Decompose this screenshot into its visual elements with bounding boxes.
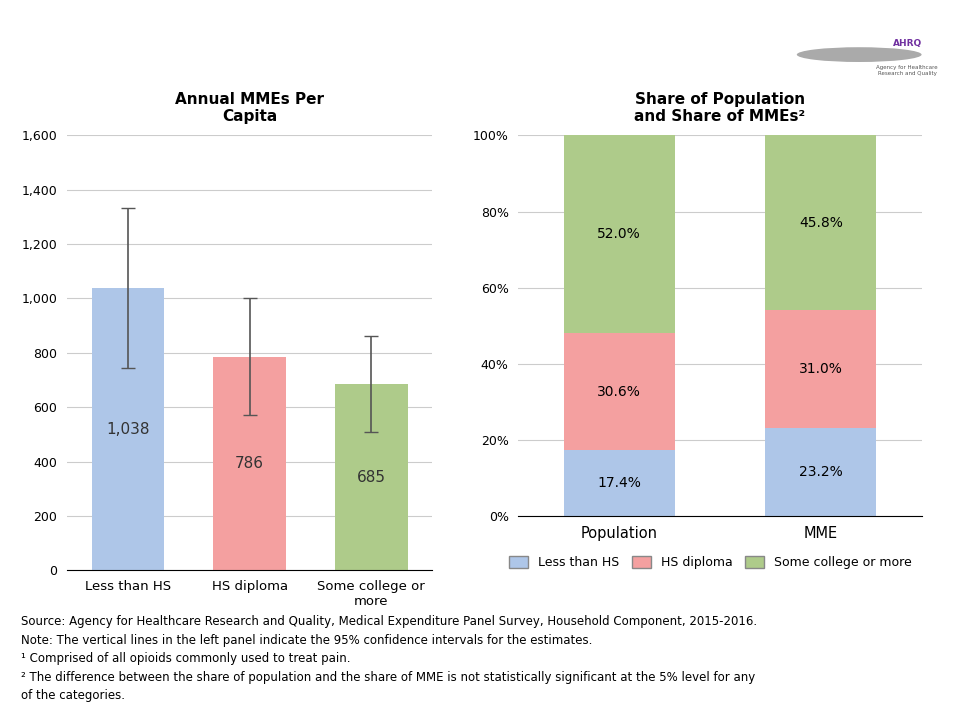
Text: Source: Agency for Healthcare Research and Quality, Medical Expenditure Panel Su: Source: Agency for Healthcare Research a… xyxy=(21,616,757,702)
Text: Agency for Healthcare
Research and Quality: Agency for Healthcare Research and Quali… xyxy=(876,65,938,76)
Text: 1,038: 1,038 xyxy=(107,422,150,436)
Circle shape xyxy=(797,48,922,62)
Bar xyxy=(765,310,876,428)
Text: Figure 8b: Annual Morphine Milligram Equivalents (MMEs) of outpatient prescripti: Figure 8b: Annual Morphine Milligram Equ… xyxy=(52,30,793,84)
Text: 45.8%: 45.8% xyxy=(799,215,843,230)
Bar xyxy=(213,356,286,570)
Ellipse shape xyxy=(824,4,952,109)
Bar xyxy=(91,288,164,570)
Title: Share of Population
and Share of MMEs²: Share of Population and Share of MMEs² xyxy=(635,92,805,125)
Text: 786: 786 xyxy=(235,456,264,471)
Bar xyxy=(564,135,675,333)
Title: Annual MMEs Per
Capita: Annual MMEs Per Capita xyxy=(175,92,324,125)
Text: 52.0%: 52.0% xyxy=(597,228,641,241)
Bar xyxy=(765,428,876,516)
Bar xyxy=(564,333,675,450)
Text: 17.4%: 17.4% xyxy=(597,476,641,490)
Text: AHRQ: AHRQ xyxy=(893,39,922,48)
Bar xyxy=(335,384,408,570)
Bar xyxy=(564,450,675,516)
Text: 31.0%: 31.0% xyxy=(799,362,843,376)
Text: 30.6%: 30.6% xyxy=(597,384,641,399)
Legend: Less than HS, HS diploma, Some college or more: Less than HS, HS diploma, Some college o… xyxy=(504,552,917,575)
Bar xyxy=(765,135,876,310)
Text: 685: 685 xyxy=(357,469,386,485)
Text: 23.2%: 23.2% xyxy=(799,465,843,479)
